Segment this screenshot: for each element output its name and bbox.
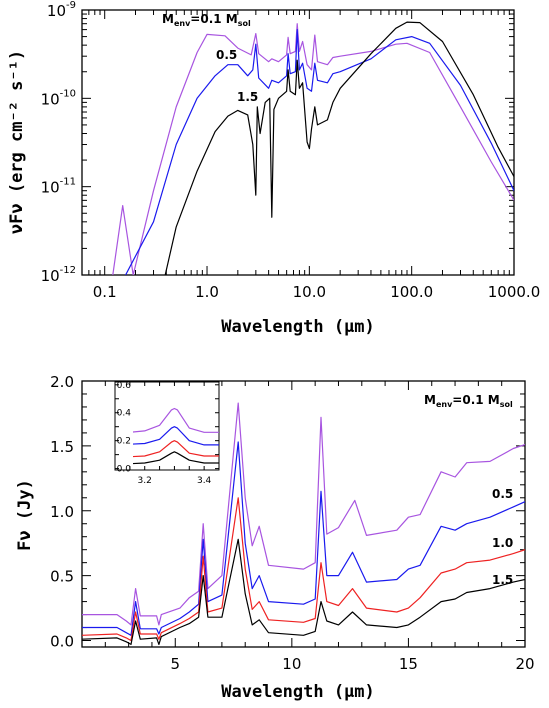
sed-y-tick-label: 10-9: [47, 0, 76, 20]
sed-x-tick-label: 10.0: [293, 283, 326, 301]
sed-series: [112, 21, 514, 275]
inset-plot: 3.2 3.4 0.0 0.2 0.4 0.6: [114, 381, 220, 486]
sed-y-axis-label: νFν (erg cm⁻² s⁻¹): [7, 50, 27, 234]
inset-x-tick-label: 3.2: [138, 476, 152, 486]
sed-series-label-0.5: 0.5: [216, 48, 237, 62]
sed-x-axis-label: Wavelength (μm): [221, 317, 375, 337]
sed-annotation: Menv=0.1 Msol: [162, 12, 251, 28]
spectrum-series-1.0: [82, 497, 525, 642]
spectrum-y-tick-label: 0.5: [50, 568, 74, 586]
sed-x-tick-label: 0.1: [93, 283, 117, 301]
sed-y-tick-label: 10-11: [41, 177, 76, 197]
inset-series-0.5: [133, 426, 219, 446]
spectrum-panel: 5 10 15 20 0.00.51.01.52.0 Wavelength (μm) …: [15, 373, 535, 702]
sed-x-tick-label: 1.0: [195, 283, 219, 301]
inset-y-tick-label: 0.4: [117, 409, 132, 419]
spectrum-y-tick-label: 1.0: [50, 503, 74, 521]
spectrum-x-tick-label: 10: [282, 655, 301, 673]
spectrum-plot-frame: [81, 380, 526, 648]
sed-plot-frame: [81, 9, 515, 276]
inset-y-ticks: 0.0 0.2 0.4 0.6: [115, 381, 219, 475]
inset-y-tick-label: 0.6: [117, 381, 132, 391]
sed-series-1.5: [164, 21, 514, 275]
spectrum-annotation: Menv=0.1 Msol: [424, 393, 513, 409]
spectrum-y-tick-label: 2.0: [50, 373, 74, 391]
spectrum-series-label-0.5: 0.5: [492, 487, 513, 501]
sed-y-ticks: 10-12 10-11 10-10 10-9: [41, 0, 514, 285]
sed-y-tick-label: 10-12: [41, 265, 76, 285]
inset-y-tick-label: 0.2: [117, 437, 131, 447]
spectrum-series-label-1.5: 1.5: [492, 573, 513, 587]
sed-panel: 0.1 1.0 10.0 100.0 1000.0 10-1210-1110-1010-…: [7, 0, 540, 337]
spectrum-y-tick-label: 1.5: [50, 438, 74, 456]
spectrum-x-ticks: 5 10 15 20: [81, 381, 535, 673]
inset-series-1.5: [133, 451, 219, 465]
sed-x-tick-label: 1000.0: [488, 283, 541, 301]
spectrum-x-tick-label: 20: [515, 655, 534, 673]
inset-x-ticks: 3.2 3.4: [114, 382, 220, 486]
sed-x-ticks: 0.1 1.0 10.0 100.0 1000.0: [81, 10, 541, 301]
sed-x-tick-label: 100.0: [390, 283, 433, 301]
spectrum-series-1.5: [82, 538, 525, 645]
inset-series: [133, 407, 219, 465]
sed-y-tick-label: 10-10: [41, 88, 76, 108]
inset-series-1.0: [133, 440, 219, 458]
sed-series-0.5: [125, 29, 514, 275]
spectrum-x-tick-label: 5: [170, 655, 180, 673]
spectrum-series-0.1: [82, 402, 525, 626]
spectrum-x-axis-label: Wavelength (μm): [221, 682, 375, 702]
inset-x-tick-label: 3.4: [197, 476, 212, 486]
spectrum-series-label-1.0: 1.0: [492, 536, 513, 550]
spectrum-x-tick-label: 15: [399, 655, 418, 673]
inset-series-0.1: [133, 407, 219, 433]
spectrum-series: [82, 402, 525, 645]
spectrum-series-0.5: [82, 441, 525, 636]
spectrum-y-ticks: 0.0 0.5 1.0 1.5 2.0: [50, 373, 525, 651]
inset-frame: [114, 381, 220, 471]
sed-series-label-1.5: 1.5: [237, 90, 258, 104]
spectrum-y-axis-label: Fν (Jy): [15, 479, 35, 551]
spectrum-y-tick-label: 0.0: [50, 633, 74, 651]
inset-y-tick-label: 0.0: [117, 465, 132, 475]
